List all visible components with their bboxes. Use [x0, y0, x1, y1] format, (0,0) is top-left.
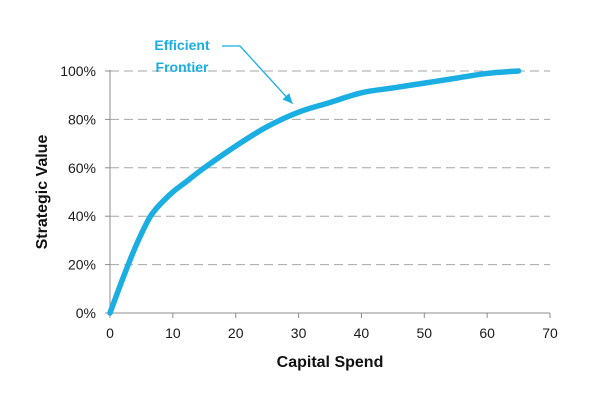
x-tick-label: 70 [542, 325, 558, 341]
x-tick-label: 60 [479, 325, 495, 341]
annotation-text-line: Efficient [154, 37, 210, 53]
tick-labels: 0 10 20 30 40 50 60 70 0% 20% 40% 60% 80% 100% [60, 63, 558, 341]
annotation-text-line: Frontier [156, 59, 209, 75]
x-tick-label: 10 [165, 325, 181, 341]
y-tick-label: 20% [68, 257, 96, 273]
x-tick-label: 0 [106, 325, 114, 341]
x-tick-label: 40 [354, 325, 370, 341]
x-tick-label: 30 [291, 325, 307, 341]
y-axis-title: Strategic Value [34, 135, 51, 250]
annotation: Efficient Frontier [154, 37, 294, 105]
y-tick-label: 100% [60, 63, 96, 79]
grid-lines [110, 70, 550, 266]
y-tick-label: 60% [68, 160, 96, 176]
annotation-arrowhead [282, 93, 293, 104]
annotation-arrow-line [222, 45, 294, 105]
series [107, 68, 522, 316]
x-tick-label: 20 [228, 325, 244, 341]
y-tick-label: 80% [68, 111, 96, 127]
series-line [107, 68, 522, 316]
x-tick-label: 50 [416, 325, 432, 341]
x-axis-title: Capital Spend [277, 354, 384, 371]
y-tick-label: 0% [76, 305, 96, 321]
y-tick-label: 40% [68, 208, 96, 224]
